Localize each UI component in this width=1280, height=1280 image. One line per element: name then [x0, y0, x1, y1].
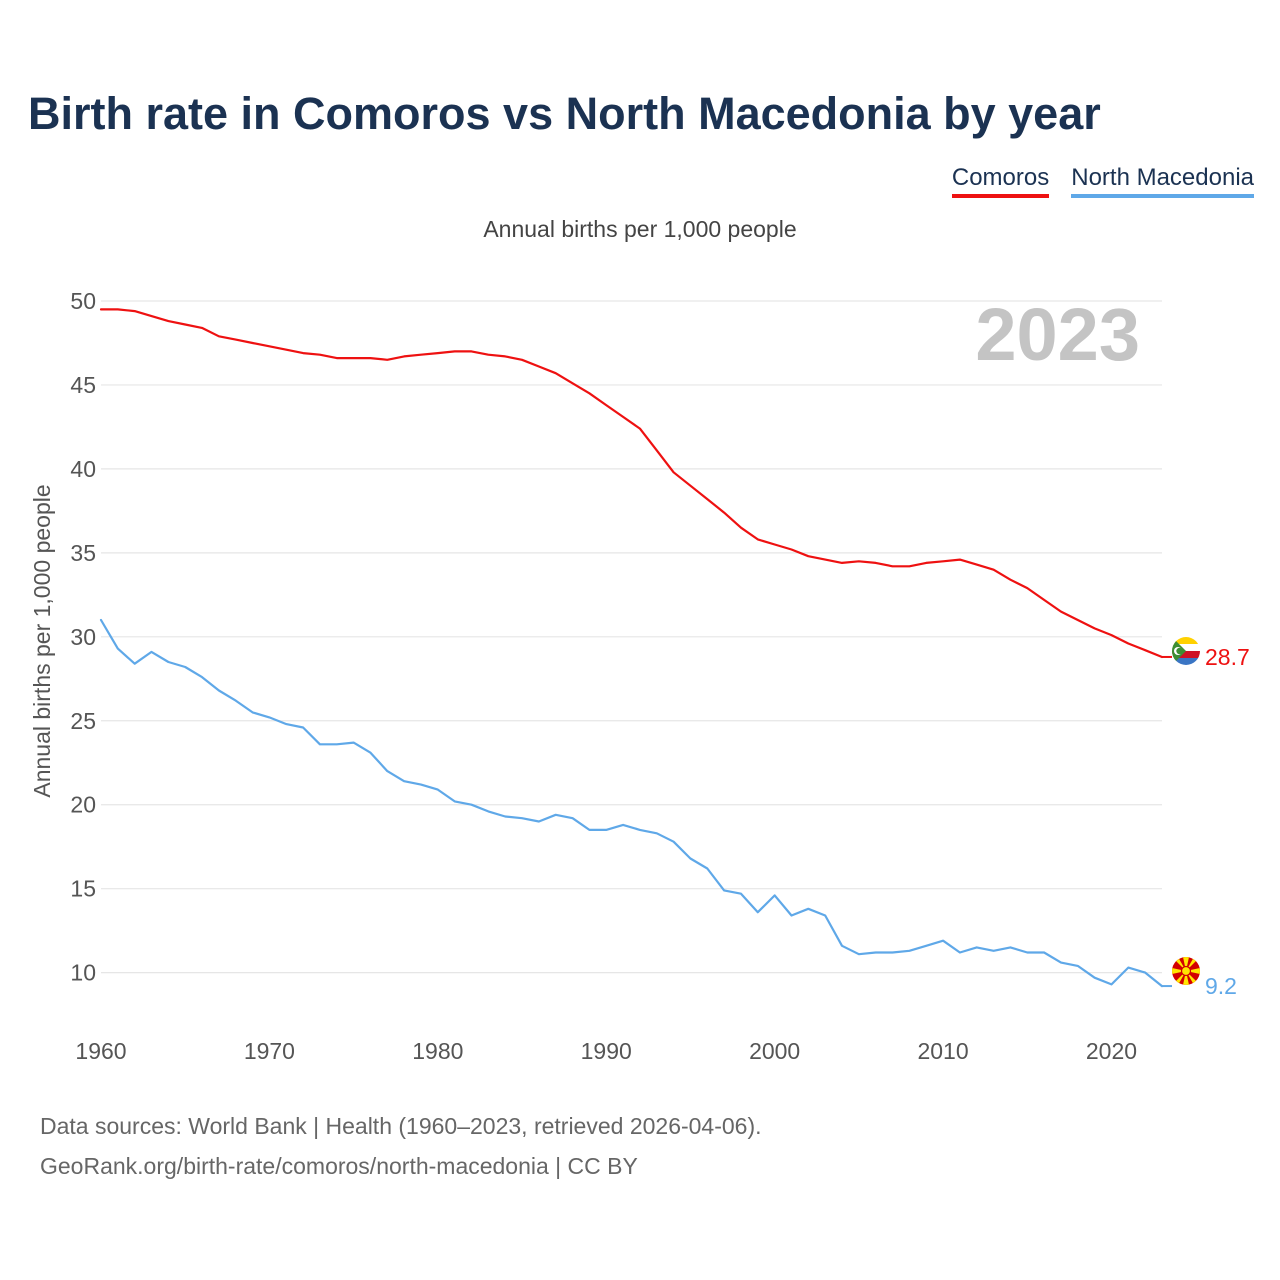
- y-tick-label: 35: [70, 540, 96, 566]
- series-line-north-macedonia[interactable]: [99, 618, 1164, 988]
- end-label-north-macedonia: 9.2: [1205, 973, 1237, 999]
- y-tick-label: 40: [70, 456, 96, 482]
- source-line-1: Data sources: World Bank | Health (1960–…: [40, 1113, 762, 1139]
- x-tick-label: 1980: [412, 1038, 463, 1064]
- legend: Comoros North Macedonia: [951, 164, 1254, 198]
- x-tick-label: 2020: [1086, 1038, 1137, 1064]
- end-labels: 28.7 9.2: [1162, 644, 1250, 999]
- x-tick-label: 1990: [581, 1038, 632, 1064]
- x-tick-label: 2000: [749, 1038, 800, 1064]
- y-axis-ticks: 10 15 20 25 30 35 40 45 50: [70, 288, 96, 986]
- y-axis-label: Annual births per 1,000 people: [29, 484, 55, 797]
- y-tick-label: 30: [70, 624, 96, 650]
- y-tick-label: 15: [70, 876, 96, 902]
- source-note: Data sources: World Bank | Health (1960–…: [40, 1106, 762, 1186]
- legend-item-north-macedonia[interactable]: North Macedonia: [1071, 164, 1254, 198]
- series-lines: [99, 308, 1164, 988]
- y-tick-label: 25: [70, 708, 96, 734]
- x-axis-ticks: 1960 1970 1980 1990 2000 2010 2020: [75, 1038, 1137, 1064]
- gridlines: [101, 300, 1162, 974]
- legend-item-comoros[interactable]: Comoros: [951, 164, 1050, 198]
- y-tick-label: 10: [70, 960, 96, 986]
- end-label-comoros: 28.7: [1205, 644, 1250, 670]
- chart-subtitle: Annual births per 1,000 people: [483, 216, 797, 242]
- source-line-2[interactable]: GeoRank.org/birth-rate/comoros/north-mac…: [40, 1153, 638, 1179]
- x-tick-label: 1960: [75, 1038, 126, 1064]
- series-line-comoros[interactable]: [99, 308, 1164, 659]
- y-tick-label: 20: [70, 792, 96, 818]
- flag-comoros-icon: [1172, 637, 1200, 665]
- flag-north-macedonia-icon: [1172, 957, 1200, 985]
- page-title: Birth rate in Comoros vs North Macedonia…: [28, 88, 1101, 139]
- x-tick-label: 2010: [917, 1038, 968, 1064]
- year-watermark: 2023: [975, 293, 1140, 376]
- y-tick-label: 45: [70, 372, 96, 398]
- x-tick-label: 1970: [244, 1038, 295, 1064]
- y-tick-label: 50: [70, 288, 96, 314]
